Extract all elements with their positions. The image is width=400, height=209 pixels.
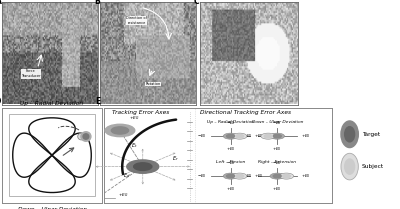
Text: $+E_G$: $+E_G$	[301, 172, 311, 180]
Circle shape	[105, 124, 135, 137]
Circle shape	[264, 134, 272, 138]
Circle shape	[236, 134, 244, 138]
Circle shape	[111, 127, 129, 134]
Text: B: B	[94, 0, 100, 6]
Text: Directional Tracking Error Axes: Directional Tracking Error Axes	[200, 111, 291, 116]
Text: $+E_G$: $+E_G$	[226, 185, 236, 193]
Circle shape	[232, 173, 247, 179]
Text: $-E_G$: $-E_G$	[244, 172, 253, 180]
Circle shape	[341, 121, 358, 148]
Text: Down – Ulnar Deviation: Down – Ulnar Deviation	[252, 120, 303, 124]
Text: $+E_G$: $+E_G$	[254, 132, 264, 140]
Text: Rotation: Rotation	[145, 82, 160, 86]
Text: $E_t$: $E_t$	[131, 141, 138, 150]
Text: Right – Extension: Right – Extension	[258, 160, 296, 164]
Circle shape	[226, 134, 234, 138]
Text: $-E_G$: $-E_G$	[272, 120, 282, 127]
Text: A: A	[0, 0, 2, 6]
Circle shape	[81, 132, 91, 141]
Circle shape	[226, 175, 234, 178]
Text: C: C	[194, 0, 200, 6]
Text: $+E_G$: $+E_G$	[272, 145, 282, 153]
Text: Up – Radial Deviation: Up – Radial Deviation	[20, 101, 84, 106]
Text: Force
Transducer: Force Transducer	[21, 69, 40, 78]
Circle shape	[341, 153, 358, 180]
Circle shape	[78, 133, 85, 140]
Text: $+E_G$: $+E_G$	[254, 172, 264, 180]
Circle shape	[83, 134, 89, 139]
Text: Up – Radial Deviation: Up – Radial Deviation	[207, 120, 254, 124]
Text: $-E_G$: $-E_G$	[226, 120, 236, 127]
Text: $-E_G$: $-E_G$	[197, 132, 207, 140]
Text: $-E_G$: $-E_G$	[226, 159, 236, 167]
Circle shape	[232, 133, 247, 139]
Text: $+E_G$: $+E_G$	[301, 132, 311, 140]
Circle shape	[270, 173, 284, 179]
Text: $E_d$: $E_d$	[123, 171, 130, 180]
Text: Target: Target	[362, 132, 380, 137]
Circle shape	[345, 127, 354, 142]
Circle shape	[134, 163, 152, 170]
Text: $+E_G$: $+E_G$	[129, 114, 140, 122]
Text: $+E_G$: $+E_G$	[226, 145, 236, 153]
Text: Tracking Error Axes: Tracking Error Axes	[112, 111, 169, 116]
Circle shape	[273, 134, 281, 138]
Circle shape	[345, 159, 354, 174]
Text: Left – Flexion: Left – Flexion	[216, 160, 245, 164]
Circle shape	[261, 133, 276, 139]
Circle shape	[279, 173, 294, 179]
Circle shape	[273, 175, 281, 178]
Circle shape	[223, 133, 238, 139]
Circle shape	[223, 173, 238, 179]
Text: $E_r$: $E_r$	[172, 154, 179, 163]
Text: $-E_G$: $-E_G$	[197, 172, 207, 180]
Circle shape	[282, 175, 290, 178]
Text: E: E	[95, 97, 100, 106]
Circle shape	[127, 160, 159, 173]
Text: $+E_G$: $+E_G$	[272, 185, 282, 193]
Text: $-E_G$: $-E_G$	[244, 132, 253, 140]
Text: $-E_G$: $-E_G$	[272, 159, 282, 167]
Text: Right – Extension: Right – Extension	[104, 130, 110, 181]
Text: $+E_G$: $+E_G$	[118, 191, 128, 199]
Text: Direction of
resistance: Direction of resistance	[126, 16, 147, 25]
Text: Down – Ulnar Deviation: Down – Ulnar Deviation	[18, 206, 86, 209]
Circle shape	[236, 175, 244, 178]
Text: Subject: Subject	[362, 164, 384, 169]
Circle shape	[270, 133, 284, 139]
